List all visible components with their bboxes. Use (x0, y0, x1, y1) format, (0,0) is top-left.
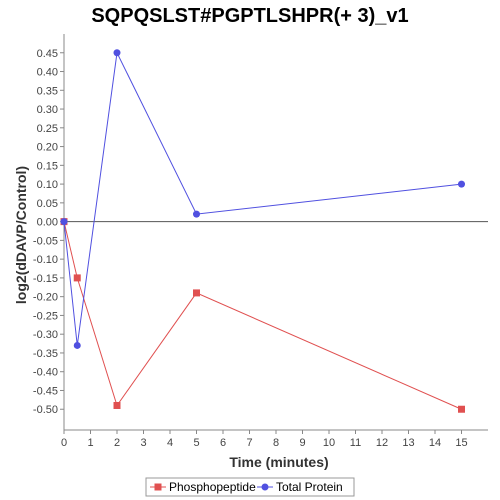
data-point-phosphopeptide (113, 401, 121, 409)
chart-title: SQPQSLST#PGPTLSHPR(+ 3)_v1 (91, 5, 408, 27)
data-point-phosphopeptide (193, 289, 200, 297)
y-tick-label: -0.30 (33, 329, 58, 341)
x-tick-label: 13 (402, 437, 414, 449)
data-point-total-protein (73, 341, 81, 349)
y-tick-label: 0.45 (37, 48, 58, 60)
y-tick-label: -0.40 (33, 367, 58, 379)
plot-area: -0.50 -0.45 -0.40 -0.35 -0.30 -0.25 -0.20 -0.15… (33, 34, 488, 449)
data-point-total-protein (60, 218, 68, 226)
data-point-total-protein (458, 180, 465, 188)
y-tick-label: 0.40 (37, 67, 58, 79)
y-tick-label: -0.45 (33, 385, 58, 397)
y-tick-label: 0.35 (37, 85, 58, 97)
y-tick-label: -0.20 (33, 292, 58, 304)
y-tick-label: -0.05 (33, 235, 58, 247)
y-tick-label: 0.15 (37, 160, 58, 172)
x-tick-label: 1 (87, 437, 93, 449)
data-point-total-protein (113, 49, 121, 57)
y-axis-label: log2(dDAVP/Control) (13, 166, 29, 304)
x-tick-label: 11 (350, 437, 361, 449)
x-tick-label: 9 (299, 437, 305, 449)
legend-marker-total-protein (261, 483, 269, 491)
x-tick-label: 8 (273, 437, 279, 449)
y-tick-label: 0.05 (37, 198, 58, 210)
y-tick-label: -0.15 (33, 273, 58, 285)
x-tick-label: 6 (220, 437, 226, 449)
y-tick-label: 0.00 (37, 217, 58, 229)
x-tick-label: 14 (429, 437, 441, 449)
x-tick-label: 5 (193, 437, 199, 449)
y-tick-label: 0.25 (37, 123, 58, 135)
y-tick-label: -0.10 (33, 254, 58, 266)
y-tick-label: -0.35 (33, 348, 58, 360)
x-tick-label: 10 (323, 437, 335, 449)
data-point-phosphopeptide (73, 274, 81, 282)
legend-label: Phosphopeptide (169, 480, 256, 494)
y-tick-label: -0.25 (33, 310, 58, 322)
x-tick-label: 7 (246, 437, 252, 449)
x-tick-label: 0 (61, 437, 67, 449)
x-tick-label: 2 (114, 437, 120, 449)
x-tick-label: 3 (140, 437, 146, 449)
y-tick-label: 0.10 (37, 179, 58, 191)
legend-label: Total Protein (276, 480, 343, 494)
x-tick-label: 12 (376, 437, 388, 449)
y-tick-label: -0.50 (33, 404, 58, 416)
y-tick-label: 0.30 (37, 104, 58, 116)
plot-background (64, 34, 488, 428)
x-tick-label: 15 (455, 437, 467, 449)
legend-marker-phosphopeptide (154, 483, 162, 491)
x-tick-label: 4 (167, 437, 173, 449)
legend: Phosphopeptide Total Protein (145, 477, 355, 497)
legend-box (145, 477, 355, 497)
y-tick-label: 0.20 (37, 142, 58, 154)
x-axis-label: Time (minutes) (229, 454, 328, 470)
data-point-total-protein (193, 210, 200, 218)
data-point-phosphopeptide (458, 405, 465, 413)
